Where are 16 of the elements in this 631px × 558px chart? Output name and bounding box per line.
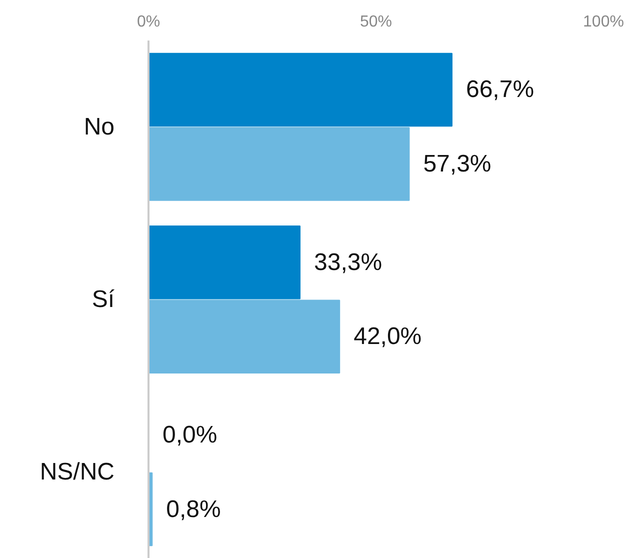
data-label: 66,7% <box>466 76 534 104</box>
data-label: 33,3% <box>314 248 382 276</box>
x-tick-label: 50% <box>360 14 392 30</box>
data-label: 0,0% <box>162 422 218 449</box>
data-label: 0,8% <box>166 496 221 523</box>
bar <box>148 127 410 201</box>
y-tick-label: NS/NC <box>40 458 114 486</box>
bar <box>148 225 301 300</box>
data-label: 57,3% <box>423 150 492 178</box>
bar <box>148 52 452 127</box>
x-tick-label: 100% <box>583 14 624 30</box>
bar <box>148 300 340 374</box>
y-tick-label: No <box>84 113 115 140</box>
x-tick-label: 0% <box>136 14 160 30</box>
y-tick-label: Sí <box>92 286 115 313</box>
data-label: 42,0% <box>354 323 422 350</box>
